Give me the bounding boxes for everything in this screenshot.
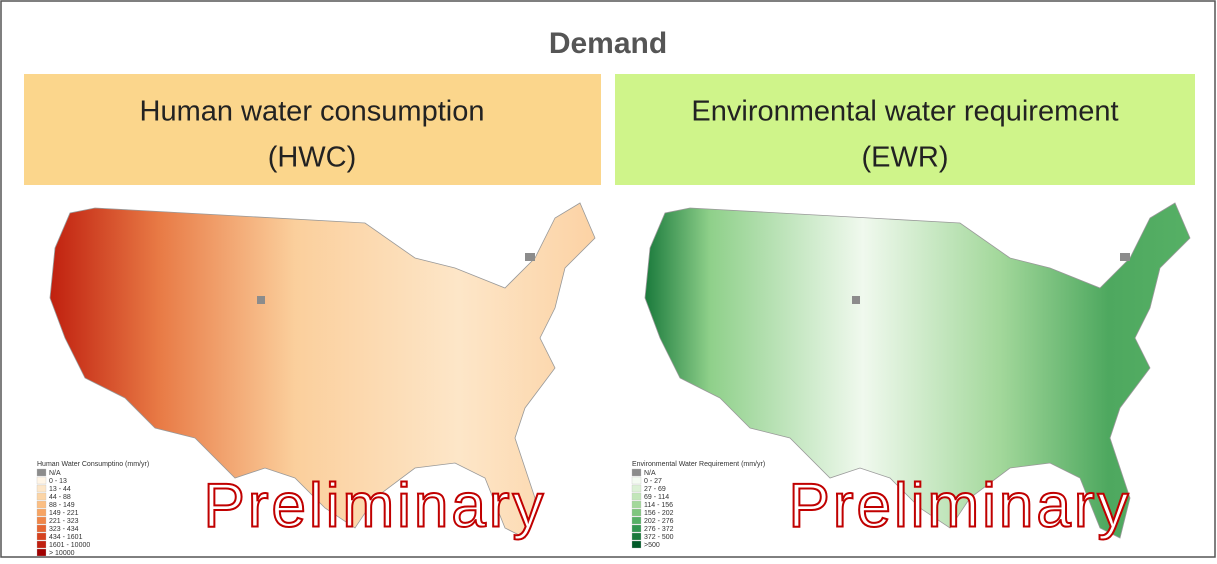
legend-swatch — [36, 524, 47, 533]
legend-swatch — [631, 516, 642, 525]
legend-swatch — [631, 540, 642, 549]
map — [49, 202, 596, 539]
legend-label: 44 - 88 — [49, 494, 71, 501]
map-na-county — [1120, 253, 1130, 261]
legend-label: 276 - 372 — [644, 526, 674, 533]
legend-label: N/A — [644, 470, 656, 477]
legend-label: 434 - 1601 — [49, 534, 83, 541]
legend-swatch — [36, 500, 47, 509]
legend-swatch — [36, 516, 47, 525]
legend-label: 149 - 221 — [49, 510, 79, 517]
panel-heading: (EWR) — [862, 142, 949, 174]
watermark: Preliminary — [203, 471, 546, 540]
watermark: Preliminary — [788, 471, 1131, 540]
panel-header — [24, 74, 601, 185]
panel-heading: (HWC) — [268, 142, 357, 174]
legend-label: 88 - 149 — [49, 502, 75, 509]
legend-label: 13 - 44 — [49, 486, 71, 493]
legend-label: N/A — [49, 470, 61, 477]
legend-label: 1601 - 10000 — [49, 542, 90, 549]
legend-swatch — [631, 524, 642, 533]
legend-swatch — [36, 548, 47, 557]
legend-label: 27 - 69 — [644, 486, 666, 493]
map-na-county — [525, 253, 535, 261]
legend-swatch — [631, 508, 642, 517]
legend-swatch — [36, 492, 47, 501]
panel-heading: Human water consumption — [140, 96, 485, 128]
legend-title: Environmental Water Requirement (mm/yr) — [632, 461, 765, 468]
legend-label: 156 - 202 — [644, 510, 674, 517]
legend-swatch — [36, 508, 47, 517]
legend-swatch — [631, 500, 642, 509]
legend-label: 0 - 27 — [644, 478, 662, 485]
legend-swatch — [36, 468, 47, 477]
legend-swatch — [631, 484, 642, 493]
slide-title: Demand — [549, 27, 667, 60]
legend-swatch — [631, 468, 642, 477]
legend-label: 202 - 276 — [644, 518, 674, 525]
legend-label: 114 - 156 — [644, 502, 673, 509]
legend-label: 69 - 114 — [644, 494, 669, 501]
legend-label: 221 - 323 — [49, 518, 79, 525]
panel-header — [615, 74, 1195, 185]
legend-swatch — [36, 532, 47, 541]
legend-swatch — [631, 532, 642, 541]
legend-title: Human Water Consumptino (mm/yr) — [37, 461, 149, 468]
legend-swatch — [36, 476, 47, 485]
legend-label: >500 — [644, 542, 660, 549]
panel-heading: Environmental water requirement — [691, 96, 1118, 128]
legend-label: 323 - 434 — [49, 526, 79, 533]
map-na-county — [852, 296, 860, 304]
map-na-county — [257, 296, 265, 304]
legend-swatch — [631, 476, 642, 485]
legend-swatch — [36, 540, 47, 549]
legend-swatch — [36, 484, 47, 493]
map — [644, 202, 1191, 539]
legend-label: 372 - 500 — [644, 534, 674, 541]
legend-label: 0 - 13 — [49, 478, 67, 485]
legend-label: > 10000 — [49, 550, 75, 557]
legend-swatch — [631, 492, 642, 501]
